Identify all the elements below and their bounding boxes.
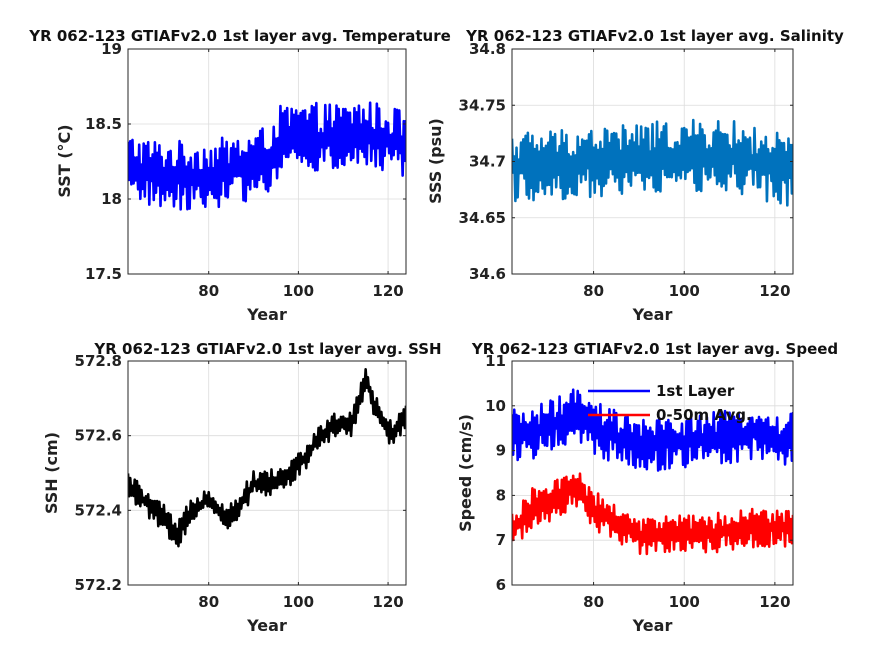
sst-xtick-label: 80 [198, 282, 219, 300]
speed-ytick-label: 9 [496, 442, 506, 460]
speed-series-line-1st-layer [512, 388, 793, 472]
speed-legend-label: 1st Layer [656, 382, 735, 400]
ssh-xtick-label: 100 [283, 593, 314, 611]
sss-xtick-label: 120 [759, 282, 790, 300]
speed-ytick-label: 11 [485, 352, 506, 370]
sst-ytick-label: 18 [101, 190, 122, 208]
sst-y-axis-label: SST (°C) [55, 124, 74, 197]
speed-xtick-label: 80 [583, 593, 604, 611]
speed-ytick-label: 10 [485, 397, 506, 415]
speed-plot-area [512, 361, 793, 585]
sss-xtick-label: 80 [583, 282, 604, 300]
speed-y-axis-label: Speed (cm/s) [456, 414, 475, 532]
speed-ytick-label: 6 [496, 576, 506, 594]
sss-panel: 80 100 120 34.6 34.65 34.7 34.75 34.8 Year SSS (p… [426, 27, 844, 324]
sst-ytick-label: 19 [101, 40, 122, 58]
sst-axes-frame [127, 48, 407, 275]
sst-x-axis-label: Year [246, 305, 287, 324]
ssh-title: YR 062-123 GTIAFv2.0 1st layer avg. SSH [93, 340, 441, 358]
sst-title: YR 062-123 GTIAFv2.0 1st layer avg. Temp… [28, 27, 451, 45]
speed-x-axis-label: Year [632, 616, 673, 635]
ssh-y-axis-label: SSH (cm) [42, 432, 61, 514]
sss-ytick-label: 34.6 [469, 265, 506, 283]
ssh-axes-frame [127, 360, 407, 586]
ssh-xtick-label: 80 [198, 593, 219, 611]
speed-legend-label: 0-50m Avg. [656, 406, 752, 424]
speed-ytick-label: 7 [496, 531, 506, 549]
sst-panel: 80 100 120 17.5 18 18.5 19 Year SST (°C) YR 062-1… [28, 27, 451, 324]
sst-ytick-label: 18.5 [85, 115, 122, 133]
sss-x-axis-label: Year [632, 305, 673, 324]
speed-xtick-label: 120 [759, 593, 790, 611]
speed-axes-frame [511, 360, 794, 586]
sst-series-line [128, 101, 406, 211]
speed-xtick-label: 100 [669, 593, 700, 611]
sss-title: YR 062-123 GTIAFv2.0 1st layer avg. Sali… [465, 27, 844, 45]
sst-ytick-label: 17.5 [85, 265, 122, 283]
speed-legend: 1st Layer 0-50m Avg. [588, 382, 752, 424]
ssh-x-axis-label: Year [246, 616, 287, 635]
ssh-ytick-label: 572.8 [75, 352, 122, 370]
speed-series-line-0-50m-avg- [512, 472, 793, 556]
sst-xtick-label: 120 [372, 282, 403, 300]
sst-xtick-label: 100 [283, 282, 314, 300]
speed-title: YR 062-123 GTIAFv2.0 1st layer avg. Spee… [471, 340, 838, 358]
ssh-ytick-label: 572.4 [75, 501, 122, 519]
sss-ytick-label: 34.75 [459, 96, 506, 114]
speed-panel: 80 100 120 6 7 8 9 10 11 Year Speed (cm/s) YR 062-1… [456, 340, 838, 635]
sss-y-axis-label: SSS (psu) [426, 118, 445, 204]
speed-ytick-label: 8 [496, 486, 506, 504]
sss-series-line [512, 118, 793, 207]
ssh-xtick-label: 120 [372, 593, 403, 611]
ssh-ytick-label: 572.6 [75, 427, 122, 445]
ssh-panel: 80 100 120 572.2 572.4 572.6 572.8 Year SSH (cm)… [42, 340, 442, 635]
sss-ytick-label: 34.8 [469, 40, 506, 58]
sss-ytick-label: 34.7 [469, 153, 506, 171]
ssh-ytick-label: 572.2 [75, 576, 122, 594]
ssh-series-line [128, 367, 406, 548]
sss-xtick-label: 100 [669, 282, 700, 300]
sss-ytick-label: 34.65 [459, 209, 506, 227]
